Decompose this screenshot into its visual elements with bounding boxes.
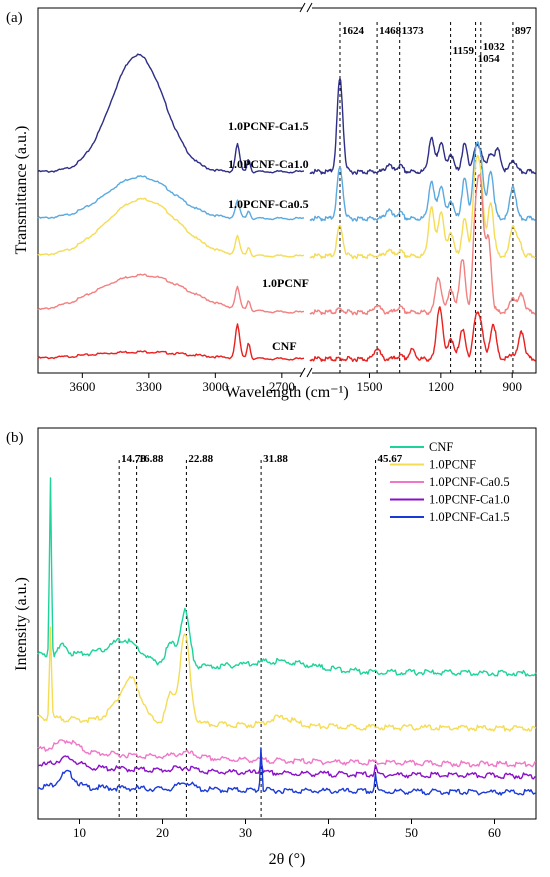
- xrd-x-tick-label: 10: [73, 825, 86, 840]
- xrd-x-tick-label: 30: [239, 825, 252, 840]
- xrd-peak-label: 16.88: [139, 453, 164, 465]
- ftir-curve-right: [309, 306, 537, 363]
- ftir-series-label: 1.0PCNF-Ca0.5: [228, 197, 309, 211]
- ftir-series-label: 1.0PCNF: [262, 276, 309, 290]
- xrd-legend: CNF 1.0PCNF 1.0PCNF-Ca0.5 1.0PCNF-Ca1.0 1.0P…: [390, 440, 510, 524]
- xrd-x-axis: 10 20 30 40 50 60: [73, 819, 501, 840]
- ftir-x-axis-title: Wavelength (cm⁻¹): [225, 384, 348, 401]
- xrd-curve: [37, 747, 537, 796]
- ftir-curve-left: [37, 175, 305, 221]
- xrd-peak-label: 22.88: [188, 453, 213, 465]
- ftir-x-tick-label: 1200: [428, 379, 454, 394]
- ftir-peak-label: 1373: [402, 25, 425, 37]
- panel-b-label: (b): [6, 430, 24, 446]
- ftir-curve-right: [309, 77, 537, 175]
- xrd-x-tick-label: 20: [156, 825, 169, 840]
- xrd-curve: [37, 477, 537, 677]
- ftir-x-tick-label: 900: [502, 379, 522, 394]
- xrd-curve: [37, 739, 537, 768]
- xrd-plot-frame: [37, 427, 537, 820]
- ftir-y-axis-title: Transmittance (a.u.): [13, 126, 30, 255]
- ftir-peak-label: 1054: [478, 53, 501, 65]
- ftir-x-axis: 3600 3300 3000 2700 1500 1200 900: [69, 373, 522, 394]
- xrd-curve: [37, 626, 537, 732]
- xrd-peak-label: 14.78: [121, 453, 146, 465]
- xrd-curve: [37, 755, 537, 780]
- xrd-peak-label: 45.67: [378, 453, 403, 465]
- xrd-y-axis-title: Intensity (a.u.): [13, 577, 30, 671]
- ftir-curve-right: [309, 141, 537, 222]
- xrd-x-axis-title: 2θ (°): [269, 851, 306, 868]
- xrd-x-tick-label: 40: [322, 825, 335, 840]
- xrd-peak-label: 31.88: [263, 453, 288, 465]
- legend-entry: 1.0PCNF-Ca1.0: [429, 493, 510, 507]
- ftir-curves: [37, 53, 537, 363]
- ftir-peak-label: 1032: [483, 41, 506, 53]
- ftir-curve-left: [37, 53, 305, 174]
- ftir-curve-right: [309, 174, 537, 316]
- ftir-peak-label: 1624: [342, 25, 365, 37]
- ftir-curve-left: [37, 197, 305, 258]
- ftir-x-tick-label: 2700: [269, 379, 295, 394]
- legend-entry: CNF: [429, 440, 453, 454]
- ftir-x-tick-label: 3300: [136, 379, 162, 394]
- ftir-x-tick-label: 3000: [202, 379, 228, 394]
- xrd-x-tick-label: 60: [488, 825, 501, 840]
- ftir-series-label: 1.0PCNF-Ca1.0: [228, 157, 309, 171]
- axis-break-mark: [299, 2, 313, 379]
- ftir-peak-label: 897: [515, 25, 532, 37]
- ftir-curve-left: [37, 273, 305, 314]
- ftir-series-label: 1.0PCNF-Ca1.5: [228, 119, 309, 133]
- ftir-curve-right: [309, 155, 537, 260]
- ftir-curve-left: [37, 323, 305, 361]
- ftir-x-tick-label: 1500: [356, 379, 382, 394]
- ftir-series-labels: 1.0PCNF-Ca1.5 1.0PCNF-Ca1.0 1.0PCNF-Ca0.5 1…: [228, 119, 309, 353]
- legend-entry: 1.0PCNF-Ca0.5: [429, 475, 510, 489]
- xrd-curves: [37, 477, 537, 796]
- ftir-peak-label: 1468: [379, 25, 402, 37]
- legend-entry: 1.0PCNF: [429, 458, 476, 472]
- ftir-x-tick-label: 3600: [69, 379, 95, 394]
- ftir-series-label: CNF: [272, 339, 297, 353]
- ftir-plot-frame: [37, 7, 537, 374]
- xrd-x-tick-label: 50: [405, 825, 418, 840]
- legend-entry: 1.0PCNF-Ca1.5: [429, 510, 510, 524]
- ftir-peak-label: 1159: [453, 45, 475, 57]
- panel-a-label: (a): [6, 10, 23, 26]
